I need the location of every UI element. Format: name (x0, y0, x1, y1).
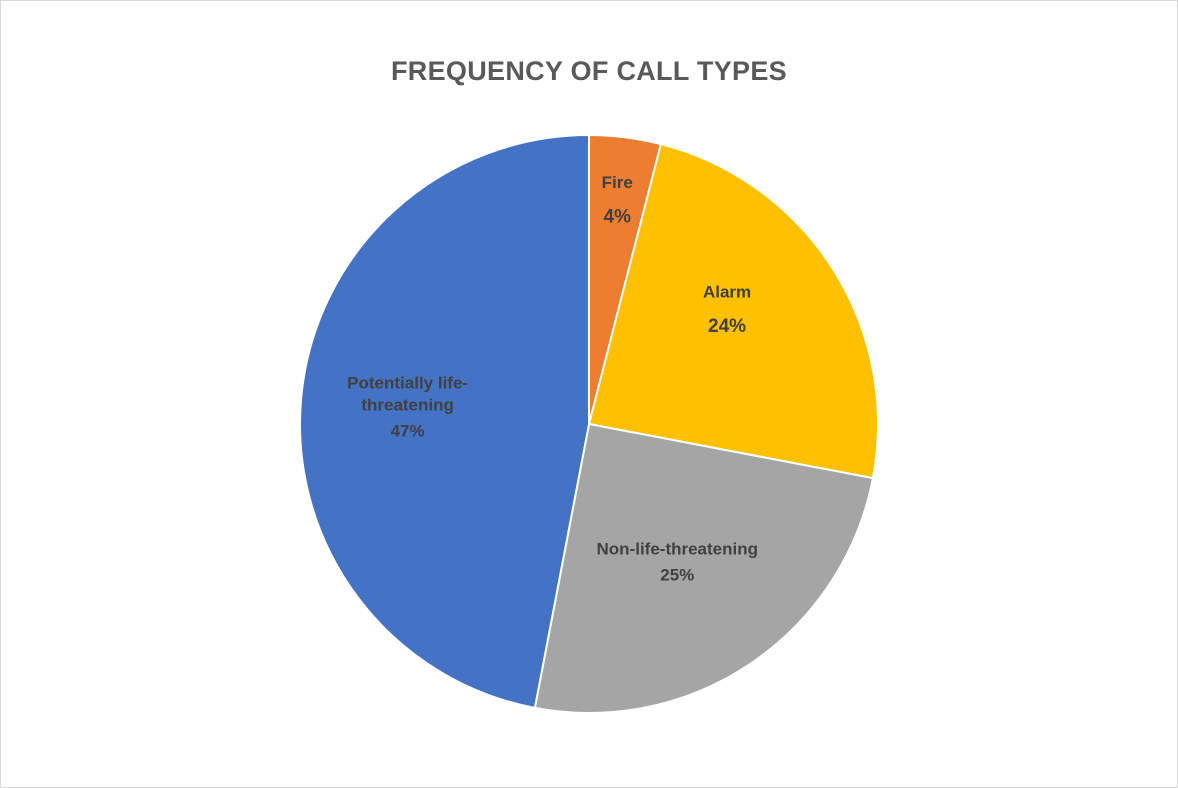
slice-percent-fire: 4% (604, 206, 632, 227)
slice-label-fire: Fire (602, 173, 633, 192)
slice-label-alarm: Alarm (703, 282, 751, 301)
slice-percent-potentially-life-threatening: 47% (391, 422, 425, 441)
slice-label-non-life-threatening: Non-life-threatening (597, 540, 759, 559)
slice-percent-alarm: 24% (708, 316, 746, 337)
slice-label-potentially-life-threatening-line-2: threatening (361, 396, 454, 415)
pie-slice-potentially-life-threatening (300, 135, 589, 708)
slice-percent-non-life-threatening: 25% (660, 566, 694, 585)
slice-label-potentially-life-threatening-line-1: Potentially life- (347, 374, 468, 393)
